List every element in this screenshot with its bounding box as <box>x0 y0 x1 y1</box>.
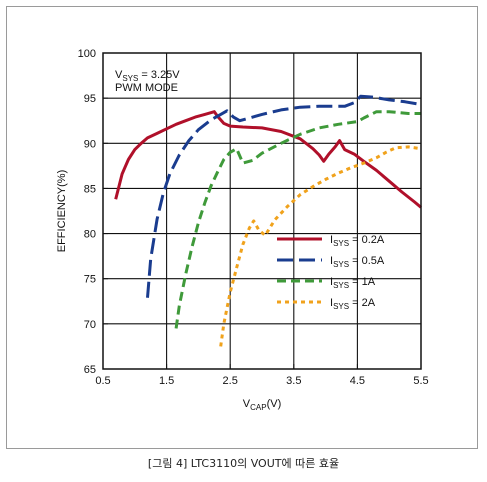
figure-caption: [그림 4] LTC3110의 VOUT에 따른 효율 <box>147 457 340 470</box>
legend-label-2: ISYS = 0.5A <box>330 255 385 269</box>
legend-label-3: ISYS = 1A <box>330 276 376 290</box>
y-tick-label: 95 <box>84 93 96 105</box>
y-tick-label: 85 <box>84 183 96 195</box>
x-tick-label: 2.5 <box>223 375 238 387</box>
y-tick-label: 80 <box>84 229 96 241</box>
series-line-3 <box>174 110 421 329</box>
series-line-4 <box>219 145 422 347</box>
legend-label-4: ISYS = 2A <box>330 297 376 311</box>
x-tick-label: 1.5 <box>159 375 174 387</box>
y-tick-label: 70 <box>84 319 96 331</box>
figure-frame: 0.5 1.5 2.5 3.5 4.5 5.5 65 70 75 80 85 90 95 100 VCAP(… <box>6 6 478 449</box>
y-tick-label: 75 <box>84 274 96 286</box>
annotation-mode: PWM MODE <box>115 82 178 94</box>
x-tick-label: 0.5 <box>95 375 110 387</box>
x-tick-label: 3.5 <box>286 375 301 387</box>
y-tick-label: 65 <box>84 364 96 376</box>
y-axis-label: EFFICIENCY(%) <box>56 170 68 253</box>
y-tick-label: 90 <box>84 138 96 150</box>
series-line-1 <box>114 110 422 209</box>
plot-border <box>102 52 422 370</box>
x-tick-label: 4.5 <box>350 375 365 387</box>
y-tick-label: 100 <box>78 48 96 60</box>
annotation-vsys: VSYS = 3.25V <box>115 69 180 83</box>
legend-label-1: ISYS = 0.2A <box>330 234 385 248</box>
series-line-2 <box>146 94 422 298</box>
efficiency-chart: 0.5 1.5 2.5 3.5 4.5 5.5 65 70 75 80 85 90 95 100 VCAP(… <box>56 48 429 412</box>
x-tick-label: 5.5 <box>413 375 428 387</box>
x-axis-label: VCAP(V) <box>243 398 281 412</box>
